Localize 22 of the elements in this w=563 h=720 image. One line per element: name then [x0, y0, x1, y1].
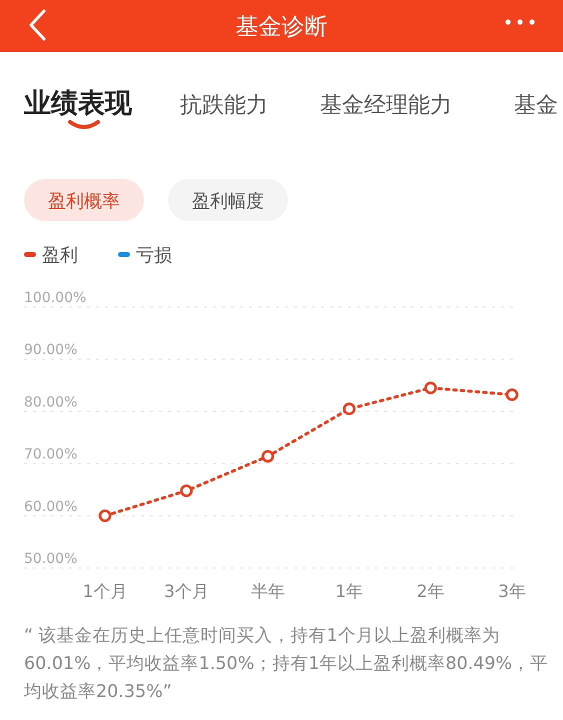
text: 盈利幅度: [192, 191, 264, 212]
y-tick-label: 90.00%: [24, 342, 78, 358]
text: 盈利概率: [48, 191, 120, 212]
text: 抗跌能力: [180, 93, 268, 118]
y-tick-label: 50.00%: [24, 551, 78, 567]
x-tick-label: 3个月: [164, 582, 209, 602]
x-tick-label: 3年: [498, 582, 526, 602]
x-tick-label: 半年: [250, 582, 285, 602]
chart-title: 基金诊断: [236, 14, 328, 40]
y-tick-label: 100.00%: [24, 290, 86, 306]
x-tick-label: 1年: [335, 582, 364, 602]
y-tick-label: 70.00%: [24, 446, 78, 463]
text: 基金: [514, 93, 558, 118]
text: 基金经理能力: [320, 93, 452, 118]
y-tick-label: 80.00%: [24, 394, 78, 410]
legend-label: 亏损: [136, 245, 172, 266]
x-tick-label: 1个月: [82, 582, 128, 602]
text: 业绩表现: [23, 88, 133, 119]
legend-label: 盈利: [42, 245, 78, 266]
y-tick-label: 60.00%: [24, 498, 78, 515]
text: “ 该基金在历史上任意时间买入，持有1个月以上盈利概率为60.01%，平均收益率1.50%；持有1年以上盈利概率80.49%，平均收益率20.35%”: [24, 625, 550, 704]
x-tick-label: 2年: [416, 582, 445, 602]
